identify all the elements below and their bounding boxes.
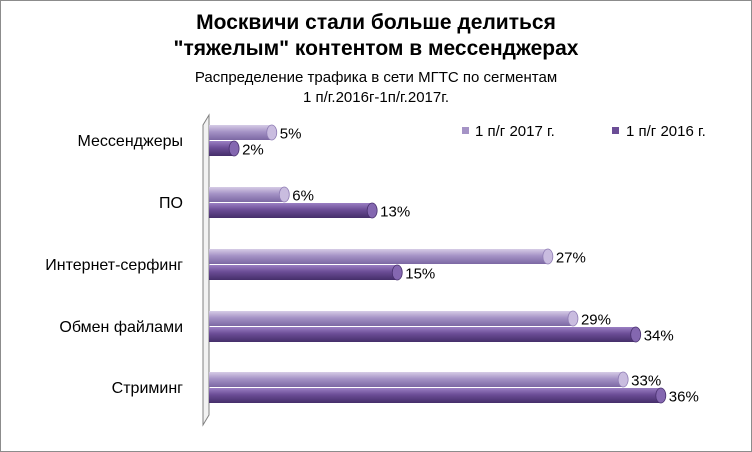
- bar-2017-0: [209, 125, 272, 140]
- category-label-4: Стриминг: [112, 380, 183, 397]
- legend-label-2017: 1 п/г 2017 г.: [475, 123, 555, 140]
- axis-wall-panel: [202, 113, 210, 427]
- bar-cap-2016-0: [228, 140, 240, 157]
- bar-cap-2017-2: [542, 248, 554, 265]
- chart-title-line-2: "тяжелым" контентом в мессенджерах: [173, 37, 579, 60]
- bar-2016-3: [209, 327, 636, 342]
- category-label-3: Обмен файлами: [59, 319, 183, 336]
- bar-2017-4: [209, 372, 624, 387]
- legend: 1 п/г 2017 г. 1 п/г 2016 г.: [462, 123, 706, 140]
- data-label-2017-1: 6%: [292, 188, 314, 205]
- data-label-2017-4: 33%: [631, 373, 661, 390]
- bar-2016-4: [209, 388, 661, 403]
- bar-cap-2017-0: [266, 124, 278, 141]
- data-label-2017-2: 27%: [556, 250, 586, 267]
- bar-cap-2017-1: [278, 186, 290, 203]
- bar-2016-0: [209, 141, 235, 156]
- bar-2016-2: [209, 265, 398, 280]
- bar-cap-2017-4: [617, 371, 629, 388]
- chart-title-line-1: Москвичи стали больше делиться: [196, 11, 556, 34]
- bar-2017-1: [209, 187, 285, 202]
- bar-cap-2016-4: [655, 387, 667, 404]
- bar-cap-2016-3: [630, 326, 642, 343]
- data-label-2016-0: 2%: [242, 142, 264, 159]
- data-label-2017-3: 29%: [581, 312, 611, 329]
- data-label-2017-0: 5%: [280, 126, 302, 143]
- bar-cap-2016-2: [391, 264, 403, 281]
- legend-label-2016: 1 п/г 2016 г.: [626, 123, 706, 140]
- legend-swatch-2016: [612, 127, 619, 134]
- data-label-2016-1: 13%: [380, 204, 410, 221]
- legend-swatch-2017: [462, 127, 469, 134]
- axis-wall: [202, 113, 210, 427]
- chart-subtitle-line-2: 1 п/г.2016г-1п/г.2017г.: [302, 89, 450, 106]
- bar-2017-3: [209, 311, 573, 326]
- bar-2016-1: [209, 203, 373, 218]
- category-label-0: Мессенджеры: [78, 133, 183, 150]
- data-label-2016-3: 34%: [644, 328, 674, 345]
- bars-group: [209, 124, 667, 404]
- category-label-2: Интернет-серфинг: [45, 257, 183, 274]
- bar-2017-2: [209, 249, 548, 264]
- data-label-2016-4: 36%: [669, 389, 699, 406]
- bar-cap-2016-1: [366, 202, 378, 219]
- data-labels: 5% 2% 6% 13% 27% 15% 29% 34% 33% 36%: [242, 126, 699, 406]
- category-label-1: ПО: [159, 195, 183, 212]
- bar-cap-2017-3: [567, 310, 579, 327]
- data-label-2016-2: 15%: [405, 266, 435, 283]
- chart-subtitle-line-1: Распределение трафика в сети МГТС по сег…: [194, 69, 558, 86]
- category-labels: Мессенджеры ПО Интернет-серфинг Обмен файла…: [45, 133, 183, 397]
